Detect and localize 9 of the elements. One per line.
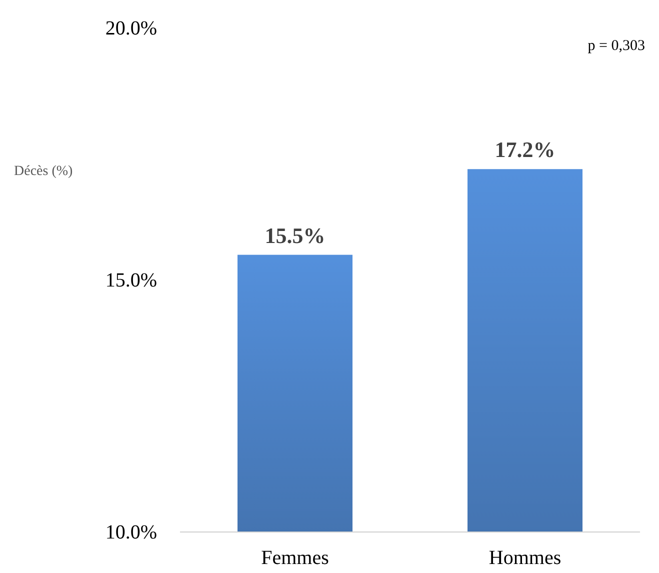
data-label: 15.5% bbox=[264, 222, 326, 248]
y-axis-title: Décès (%) bbox=[14, 164, 74, 179]
y-tick-label: 15.0% bbox=[105, 269, 157, 292]
annotation: p = 0,303 bbox=[588, 38, 645, 54]
y-tick-label: 10.0% bbox=[105, 521, 157, 544]
x-tick-label: Hommes bbox=[488, 547, 562, 569]
x-tick-label: Femmes bbox=[261, 547, 330, 569]
data-label: 17.2% bbox=[494, 137, 556, 162]
y-tick-label: 20.0% bbox=[105, 17, 157, 40]
